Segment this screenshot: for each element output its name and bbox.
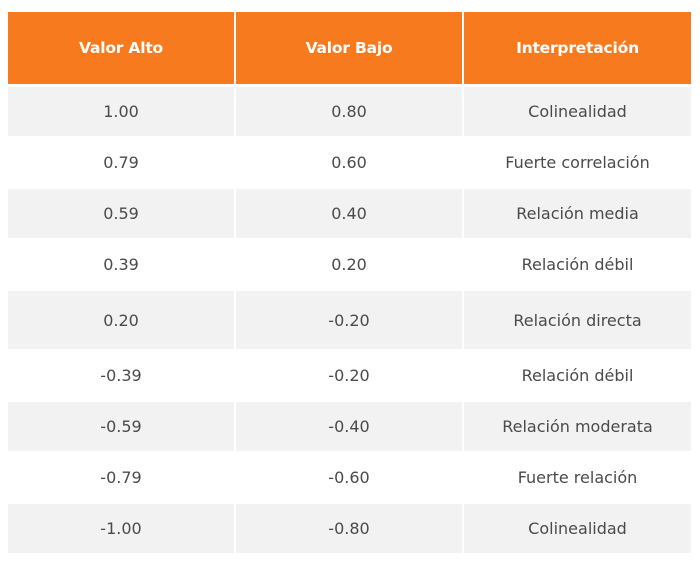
cell-valor-alto: 1.00 — [8, 87, 236, 138]
cell-valor-alto: -0.59 — [8, 402, 236, 453]
cell-interpretacion: Relación débil — [464, 240, 691, 291]
header-interpretacion: Interpretación — [464, 12, 691, 87]
cell-interpretacion: Relación débil — [464, 351, 691, 402]
cell-interpretacion: Colinealidad — [464, 504, 691, 555]
table-row: 0.20 -0.20 Relación directa — [8, 291, 691, 351]
cell-interpretacion: Colinealidad — [464, 87, 691, 138]
table-header: Valor Alto Valor Bajo Interpretación — [8, 12, 691, 87]
table-body: 1.00 0.80 Colinealidad 0.79 0.60 Fuerte … — [8, 87, 691, 555]
cell-interpretacion: Fuerte relación — [464, 453, 691, 504]
cell-valor-alto: -1.00 — [8, 504, 236, 555]
cell-valor-alto: -0.39 — [8, 351, 236, 402]
cell-valor-bajo: 0.20 — [236, 240, 464, 291]
header-row: Valor Alto Valor Bajo Interpretación — [8, 12, 691, 87]
table-row: 0.79 0.60 Fuerte correlación — [8, 138, 691, 189]
cell-valor-alto: 0.79 — [8, 138, 236, 189]
cell-interpretacion: Relación media — [464, 189, 691, 240]
cell-valor-bajo: -0.40 — [236, 402, 464, 453]
cell-valor-bajo: -0.60 — [236, 453, 464, 504]
table-row: 1.00 0.80 Colinealidad — [8, 87, 691, 138]
table-row: -1.00 -0.80 Colinealidad — [8, 504, 691, 555]
cell-valor-alto: 0.59 — [8, 189, 236, 240]
cell-valor-bajo: -0.80 — [236, 504, 464, 555]
correlation-interpretation-table: Valor Alto Valor Bajo Interpretación 1.0… — [8, 12, 691, 555]
cell-valor-bajo: -0.20 — [236, 291, 464, 351]
table-row: 0.59 0.40 Relación media — [8, 189, 691, 240]
cell-interpretacion: Relación moderata — [464, 402, 691, 453]
correlation-table-container: Valor Alto Valor Bajo Interpretación 1.0… — [8, 12, 691, 555]
cell-valor-bajo: 0.80 — [236, 87, 464, 138]
header-valor-alto: Valor Alto — [8, 12, 236, 87]
cell-valor-bajo: 0.40 — [236, 189, 464, 240]
table-row: -0.39 -0.20 Relación débil — [8, 351, 691, 402]
table-row: -0.79 -0.60 Fuerte relación — [8, 453, 691, 504]
cell-valor-bajo: -0.20 — [236, 351, 464, 402]
cell-valor-bajo: 0.60 — [236, 138, 464, 189]
cell-interpretacion: Relación directa — [464, 291, 691, 351]
table-row: 0.39 0.20 Relación débil — [8, 240, 691, 291]
cell-valor-alto: -0.79 — [8, 453, 236, 504]
cell-valor-alto: 0.20 — [8, 291, 236, 351]
header-valor-bajo: Valor Bajo — [236, 12, 464, 87]
cell-valor-alto: 0.39 — [8, 240, 236, 291]
cell-interpretacion: Fuerte correlación — [464, 138, 691, 189]
table-row: -0.59 -0.40 Relación moderata — [8, 402, 691, 453]
